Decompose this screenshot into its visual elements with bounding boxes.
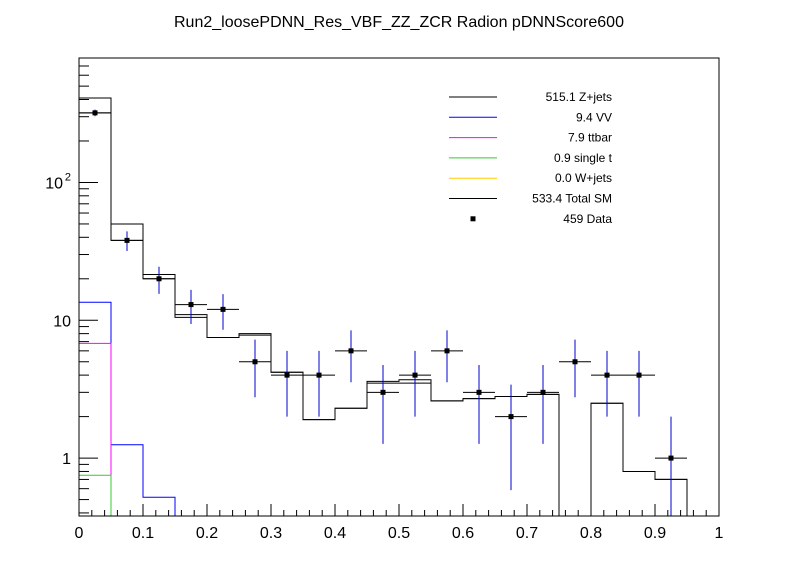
legend-label: 533.4 Total SM bbox=[532, 192, 612, 206]
data-point bbox=[239, 339, 271, 398]
legend-label: 0.9 single t bbox=[554, 151, 613, 165]
data-point-marker bbox=[572, 359, 578, 365]
x-tick-label: 1 bbox=[715, 525, 724, 542]
data-point-marker bbox=[124, 237, 130, 243]
y-tick-label: 10 bbox=[53, 313, 71, 330]
data-point-marker bbox=[220, 306, 226, 312]
data-point-marker bbox=[508, 414, 514, 420]
data-point bbox=[559, 339, 591, 398]
data-point-marker bbox=[316, 372, 322, 378]
x-tick-label: 0.3 bbox=[260, 525, 282, 542]
data-point-marker bbox=[476, 389, 482, 395]
legend-label: 7.9 ttbar bbox=[568, 131, 612, 145]
data-point bbox=[111, 231, 143, 251]
data-point bbox=[207, 294, 239, 330]
legend-entry-ttbar: 7.9 ttbar bbox=[449, 131, 612, 145]
data-point bbox=[495, 384, 527, 491]
data-point bbox=[591, 350, 623, 417]
x-tick-label: 0.5 bbox=[388, 525, 410, 542]
x-tick-label: 0.6 bbox=[452, 525, 474, 542]
x-tick-label: 0.1 bbox=[132, 525, 154, 542]
data-point bbox=[463, 365, 495, 444]
data-point-marker bbox=[348, 348, 354, 354]
data-point bbox=[175, 289, 207, 325]
y-tick-label: 1 bbox=[62, 451, 71, 468]
legend-entry-total-sm: 533.4 Total SM bbox=[449, 192, 612, 206]
data-points-layer bbox=[79, 109, 687, 516]
legend-label: 0.0 W+jets bbox=[555, 171, 612, 185]
data-point-marker bbox=[668, 455, 674, 461]
legend-entry-single-t: 0.9 single t bbox=[449, 151, 613, 165]
data-point-marker bbox=[188, 302, 194, 308]
legend-entry-z-jets: 515.1 Z+jets bbox=[449, 90, 612, 104]
x-tick-label: 0 bbox=[75, 525, 84, 542]
data-point bbox=[623, 350, 655, 417]
data-point-marker bbox=[604, 372, 610, 378]
data-point bbox=[527, 365, 559, 444]
x-tick-label: 0.2 bbox=[196, 525, 218, 542]
data-point bbox=[399, 350, 431, 417]
data-point-marker bbox=[444, 348, 450, 354]
data-point-marker bbox=[156, 276, 162, 282]
legend-entry-vv: 9.4 VV bbox=[449, 110, 612, 124]
x-tick-label: 0.8 bbox=[580, 525, 602, 542]
data-point-marker bbox=[284, 372, 290, 378]
data-point bbox=[79, 109, 111, 117]
data-point bbox=[431, 330, 463, 383]
data-point bbox=[367, 365, 399, 444]
data-point-marker bbox=[636, 372, 642, 378]
histogram-layer bbox=[78, 97, 719, 517]
legend-entry-w-jets: 0.0 W+jets bbox=[449, 171, 612, 185]
series-total-sm-histogram bbox=[78, 97, 719, 517]
x-tick-label: 0.4 bbox=[324, 525, 346, 542]
legend-label: 515.1 Z+jets bbox=[546, 90, 612, 104]
legend-label: 459 Data bbox=[563, 212, 612, 226]
data-point-marker bbox=[540, 389, 546, 395]
data-point bbox=[303, 350, 335, 417]
x-tick-label: 0.9 bbox=[644, 525, 666, 542]
legend-label: 9.4 VV bbox=[576, 110, 612, 124]
data-point bbox=[335, 330, 367, 383]
y-tick-label: 10 bbox=[45, 175, 63, 192]
data-point bbox=[655, 416, 687, 516]
legend: 515.1 Z+jets 9.4 VV 7.9 ttbar 0.9 single t 0… bbox=[449, 90, 613, 226]
data-point-marker bbox=[380, 389, 386, 395]
legend-entry-data: 459 Data bbox=[470, 212, 612, 226]
y-tick-exponent: 2 bbox=[65, 171, 71, 183]
data-point bbox=[143, 266, 175, 294]
data-point-marker bbox=[252, 359, 258, 365]
x-tick-label: 0.7 bbox=[516, 525, 538, 542]
data-point bbox=[271, 350, 303, 417]
chart-title: Run2_loosePDNN_Res_VBF_ZZ_ZCR Radion pDN… bbox=[174, 14, 624, 31]
data-point-marker bbox=[92, 110, 98, 116]
data-point-marker bbox=[412, 372, 418, 378]
legend-marker bbox=[470, 216, 476, 222]
